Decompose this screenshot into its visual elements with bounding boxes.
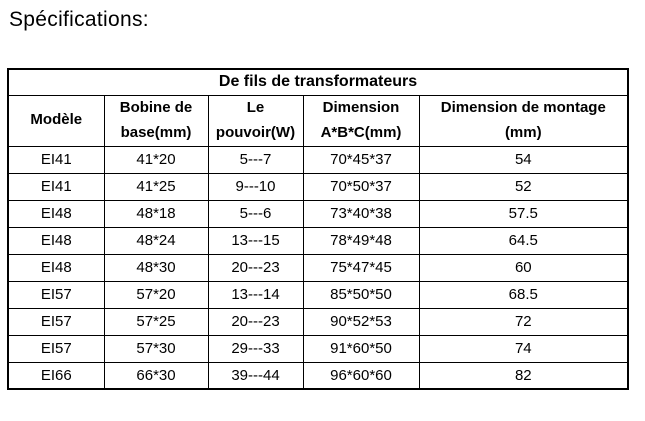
table-header-row: Modèle Bobine de base(mm) Le pouvoir(W) … <box>7 94 629 147</box>
table-cell: 96*60*60 <box>302 361 420 390</box>
column-header-modele: Modèle <box>7 94 105 147</box>
table-cell: 41*25 <box>103 172 209 201</box>
table-row: EI41 41*20 5---7 70*45*37 54 <box>7 145 629 174</box>
table-cell: 73*40*38 <box>302 199 420 228</box>
table-cell: 74 <box>418 334 629 363</box>
table-cell: 82 <box>418 361 629 390</box>
table-cell: 78*49*48 <box>302 226 420 255</box>
table-cell: 52 <box>418 172 629 201</box>
transformer-spec-table: De fils de transformateurs Modèle Bobine… <box>7 68 630 390</box>
table-title: De fils de transformateurs <box>7 68 629 96</box>
table-cell: 60 <box>418 253 629 282</box>
table-cell: EI41 <box>7 145 105 174</box>
table-cell: 54 <box>418 145 629 174</box>
table-cell: EI48 <box>7 199 105 228</box>
table-cell: 57*25 <box>103 307 209 336</box>
table-cell: 57*20 <box>103 280 209 309</box>
table-cell: 41*20 <box>103 145 209 174</box>
column-header-le-pouvoir: Le pouvoir(W) <box>207 94 304 147</box>
table-row: EI57 57*20 13---14 85*50*50 68.5 <box>7 280 629 309</box>
column-header-dimension-abc: Dimension A*B*C(mm) <box>302 94 420 147</box>
table-cell: 13---15 <box>207 226 304 255</box>
table-title-row: De fils de transformateurs <box>7 68 629 96</box>
table-cell: 9---10 <box>207 172 304 201</box>
table-cell: 72 <box>418 307 629 336</box>
table-cell: 20---23 <box>207 253 304 282</box>
table-cell: 5---7 <box>207 145 304 174</box>
table-cell: 70*50*37 <box>302 172 420 201</box>
table-cell: 75*47*45 <box>302 253 420 282</box>
table-cell: 48*18 <box>103 199 209 228</box>
table-row: EI48 48*30 20---23 75*47*45 60 <box>7 253 629 282</box>
table-cell: 20---23 <box>207 307 304 336</box>
table-cell: 48*24 <box>103 226 209 255</box>
column-header-dimension-montage: Dimension de montage (mm) <box>418 94 629 147</box>
page-title: Spécifications: <box>9 8 149 31</box>
table-row: EI48 48*18 5---6 73*40*38 57.5 <box>7 199 629 228</box>
table-cell: EI57 <box>7 334 105 363</box>
column-header-bobine-de-base: Bobine de base(mm) <box>103 94 209 147</box>
table-row: EI41 41*25 9---10 70*50*37 52 <box>7 172 629 201</box>
table-row: EI48 48*24 13---15 78*49*48 64.5 <box>7 226 629 255</box>
table-cell: 13---14 <box>207 280 304 309</box>
table-cell: 57*30 <box>103 334 209 363</box>
table-cell: EI48 <box>7 226 105 255</box>
table-row: EI57 57*25 20---23 90*52*53 72 <box>7 307 629 336</box>
table-cell: 85*50*50 <box>302 280 420 309</box>
table-cell: EI57 <box>7 307 105 336</box>
table-row: EI57 57*30 29---33 91*60*50 74 <box>7 334 629 363</box>
table-cell: 70*45*37 <box>302 145 420 174</box>
table-cell: 64.5 <box>418 226 629 255</box>
table-cell: EI57 <box>7 280 105 309</box>
table-cell: 5---6 <box>207 199 304 228</box>
table-cell: EI41 <box>7 172 105 201</box>
table-cell: 57.5 <box>418 199 629 228</box>
table-cell: 90*52*53 <box>302 307 420 336</box>
table-cell: 39---44 <box>207 361 304 390</box>
table-cell: 91*60*50 <box>302 334 420 363</box>
table-cell: 66*30 <box>103 361 209 390</box>
table-cell: 48*30 <box>103 253 209 282</box>
table-cell: 29---33 <box>207 334 304 363</box>
table-cell: 68.5 <box>418 280 629 309</box>
table-row: EI66 66*30 39---44 96*60*60 82 <box>7 361 629 390</box>
table-cell: EI48 <box>7 253 105 282</box>
table-cell: EI66 <box>7 361 105 390</box>
